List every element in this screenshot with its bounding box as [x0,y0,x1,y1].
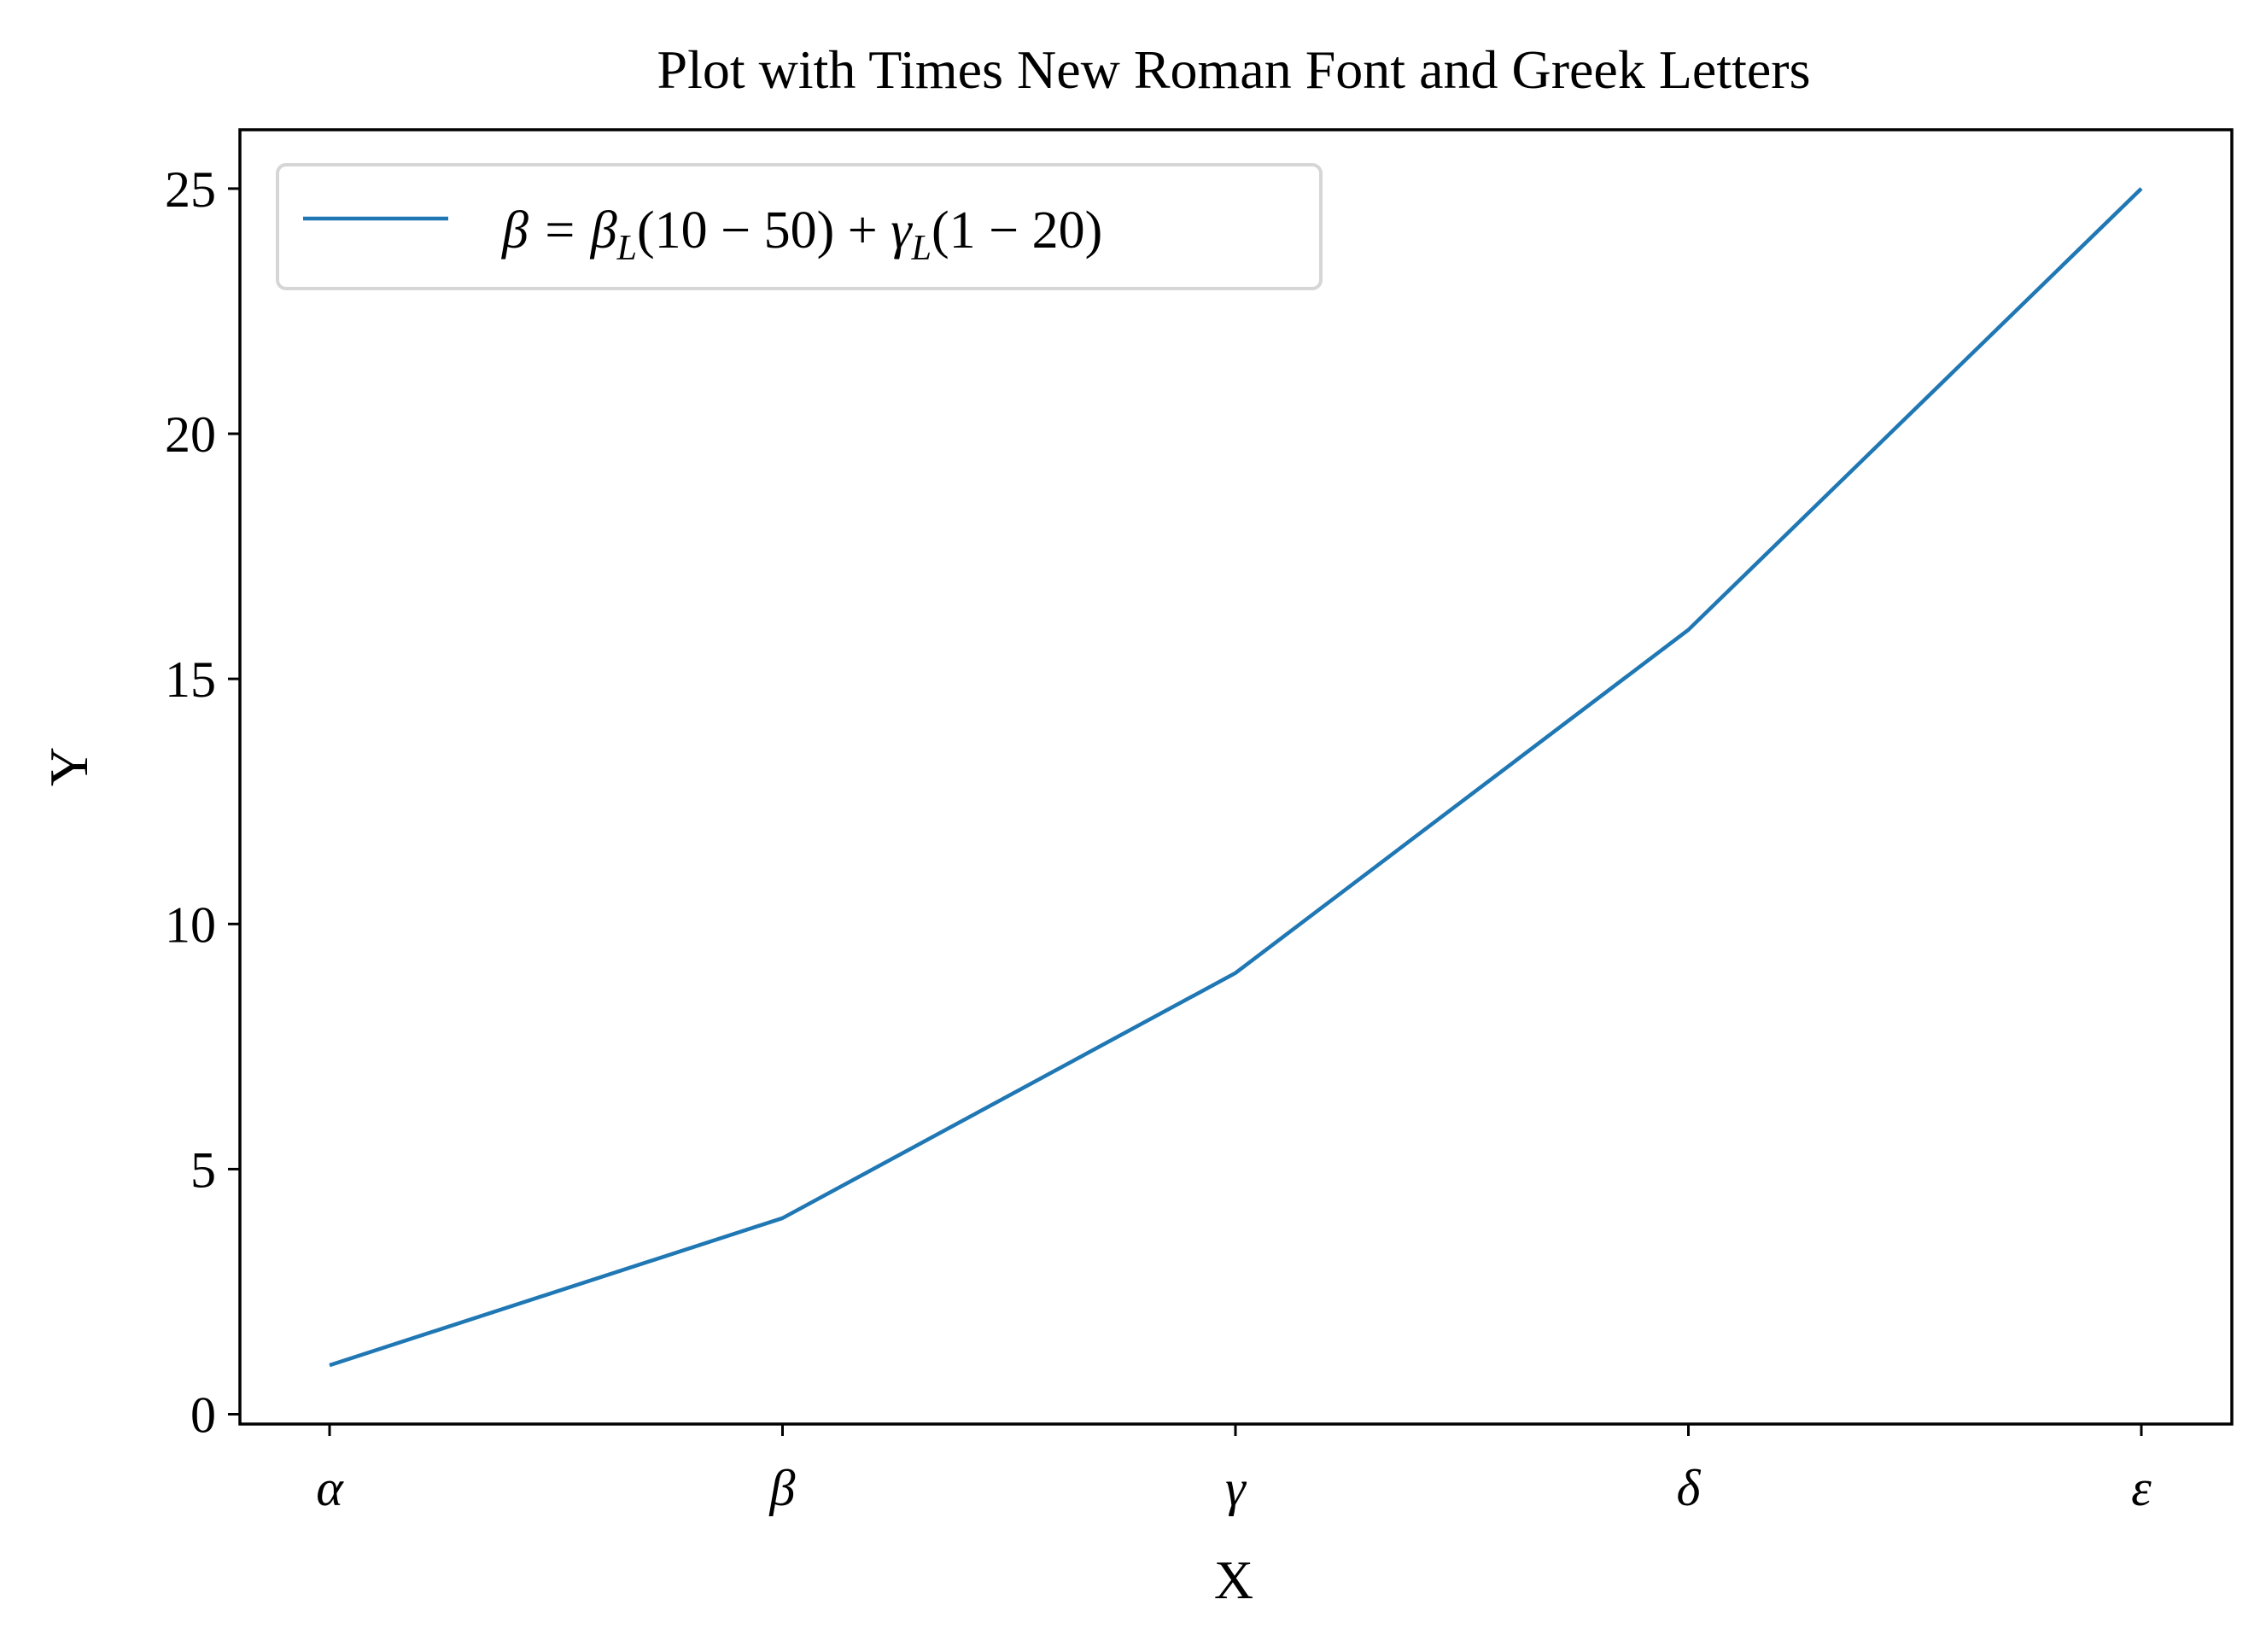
x-tick-label-3: γ [1225,1460,1247,1516]
chart-title: Plot with Times New Roman Font and Greek… [657,39,1810,100]
y-tick-label-10: 10 [165,896,216,953]
legend-frame [276,163,1323,290]
x-tick-label-1: α [316,1460,344,1516]
y-tick-label-0: 0 [190,1387,216,1444]
series-line-0 [329,187,2143,1368]
y-tick-label-5: 5 [190,1141,216,1198]
y-tick-label-20: 20 [165,406,216,463]
x-tick-label-4: δ [1677,1460,1702,1516]
y-tick-label-15: 15 [165,651,216,708]
plot-area: α β γ δ ε 0 5 10 15 20 25 [165,128,2234,1516]
y-axis-label: Y [38,747,99,786]
x-tick-label-2: β [769,1460,796,1516]
y-tick-label-25: 25 [165,161,216,218]
x-axis-label: X [1214,1550,1253,1610]
legend-entry-label: β = βL(10 − 50) + γL(1 − 20) [501,201,1102,268]
x-tick-label-5: ε [2131,1460,2152,1516]
legend: β = βL(10 − 50) + γL(1 − 20) [276,163,1323,290]
